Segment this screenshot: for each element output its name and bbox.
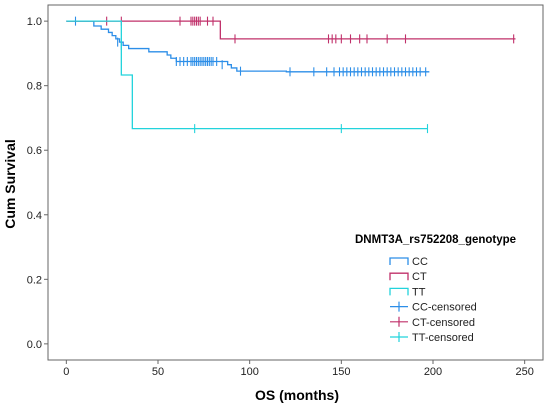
y-tick-label: 0.6 (27, 145, 42, 157)
legend-label: CC (412, 256, 428, 268)
legend-item-ct: CT (389, 271, 427, 283)
legend-swatch-line (389, 287, 409, 296)
y-tick-label: 0.0 (27, 339, 42, 351)
axis-layer: 0 50 100 150 200 250 0.0 0.2 0.4 0.6 0.8 1.0 (27, 16, 534, 378)
legend-swatch-censor (390, 301, 408, 312)
y-axis-title: Cum Survival (2, 139, 18, 228)
x-tick-label: 100 (240, 366, 258, 378)
x-axis-title: OS (months) (255, 387, 339, 403)
y-tick-label: 0.4 (27, 210, 42, 222)
legend-label: CT-censored (412, 317, 475, 329)
legend-label: CT (412, 271, 427, 283)
legend-item-tt: TT (389, 286, 426, 298)
x-tick-label: 0 (63, 366, 69, 378)
legend-item-ct-censored: CT-censored (390, 317, 475, 329)
series-tt (66, 20, 429, 134)
survival-line-cc (66, 20, 430, 73)
legend-swatch-censor (390, 316, 408, 327)
legend-label: CC-censored (412, 302, 477, 314)
legend-item-cc-censored: CC-censored (390, 301, 477, 314)
legend-swatch-line (389, 272, 409, 281)
x-tick-label: 50 (152, 366, 164, 378)
survival-line-ct (66, 20, 516, 40)
series-ct (66, 16, 516, 44)
plot-area (47, 4, 544, 361)
x-tick-label: 200 (424, 366, 442, 378)
y-tick-label: 1.0 (27, 16, 42, 28)
survival-line-tt (66, 20, 428, 130)
legend-item-tt-censored: TT-censored (390, 332, 474, 344)
x-tick-label: 150 (332, 366, 350, 378)
legend: DNMT3A_rs752208_genotype CC CT TT CC-censore… (355, 234, 516, 344)
legend-label: TT (412, 286, 426, 298)
y-tick-label: 0.8 (27, 81, 42, 93)
legend-title: DNMT3A_rs752208_genotype (355, 234, 516, 246)
legend-swatch-censor (390, 332, 408, 342)
legend-item-cc: CC (389, 256, 428, 268)
series-layer (66, 16, 516, 134)
y-tick-label: 0.2 (27, 274, 42, 286)
legend-label: TT-censored (412, 332, 474, 344)
plot-frame (47, 4, 544, 361)
legend-swatch-line (389, 257, 409, 265)
series-cc (66, 16, 430, 77)
x-tick-label: 250 (515, 366, 533, 378)
